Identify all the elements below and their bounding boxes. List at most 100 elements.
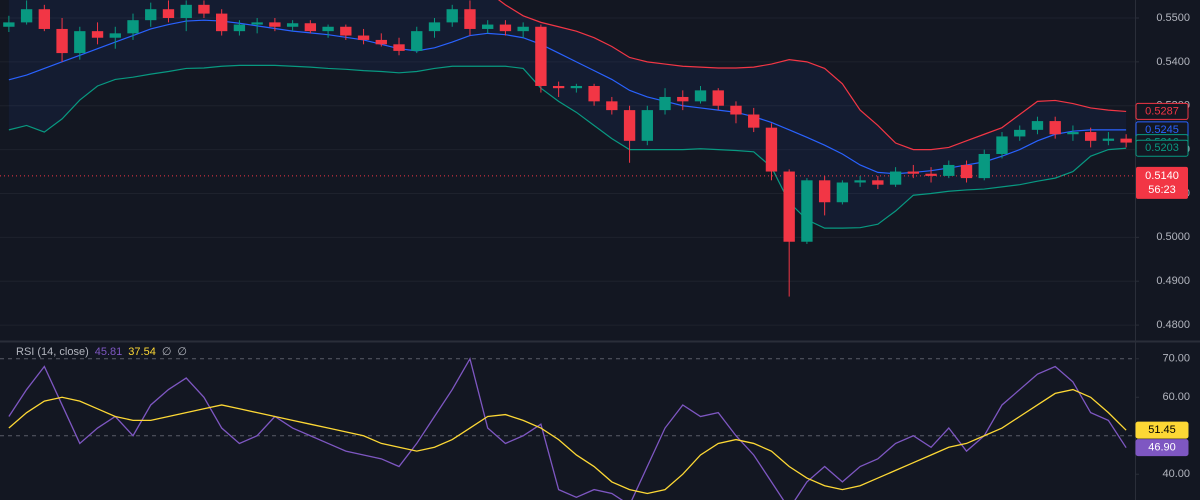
y-tick-label: 0.5400 bbox=[1156, 56, 1190, 68]
candle-body bbox=[482, 24, 494, 29]
candle-body bbox=[375, 39, 387, 45]
candle-body bbox=[464, 9, 476, 29]
candle-body bbox=[907, 171, 919, 174]
candle-body bbox=[517, 26, 529, 32]
rsi-plot bbox=[0, 357, 1135, 500]
candle-body bbox=[570, 85, 583, 89]
candle-body bbox=[765, 127, 778, 172]
candle-body bbox=[322, 26, 334, 32]
candle-body bbox=[127, 20, 139, 34]
candle-body bbox=[677, 96, 689, 102]
candle-body bbox=[730, 105, 742, 115]
candle-body bbox=[943, 164, 955, 176]
candle-body bbox=[56, 28, 68, 54]
candle-body bbox=[38, 9, 51, 29]
rsi-line bbox=[8, 357, 1127, 500]
candle-body bbox=[606, 101, 618, 111]
candle-body bbox=[925, 173, 937, 176]
candle-body bbox=[393, 44, 405, 51]
candle-body bbox=[588, 85, 600, 102]
y-tick-label: 0.4800 bbox=[1156, 319, 1190, 331]
y-tick-label: 40.00 bbox=[1162, 468, 1190, 480]
candle-body bbox=[91, 31, 104, 38]
candle-body bbox=[659, 96, 671, 111]
candle-body bbox=[818, 180, 831, 203]
rsi-header-value: 37.54 bbox=[128, 346, 156, 358]
y-tick-label: 0.5500 bbox=[1156, 12, 1190, 24]
rsi-title: RSI (14, close) bbox=[16, 346, 89, 358]
rsi-tag-label: 51.45 bbox=[1148, 424, 1176, 436]
rsi-header-extra: ∅ bbox=[162, 346, 172, 358]
rsi-tag-box bbox=[1135, 439, 1189, 457]
candle-body bbox=[1084, 132, 1097, 141]
band-fill bbox=[8, 0, 1127, 229]
candle-body bbox=[162, 9, 175, 18]
candle-body bbox=[340, 26, 352, 36]
y-tick-label: 60.00 bbox=[1162, 391, 1190, 403]
candle-body bbox=[889, 171, 902, 185]
candle-body bbox=[269, 22, 281, 27]
candle-body bbox=[145, 9, 157, 21]
candle-body bbox=[1067, 132, 1079, 135]
candle-body bbox=[978, 153, 990, 179]
current-price-label: 0.5140 bbox=[1145, 170, 1179, 182]
candle-body bbox=[623, 110, 636, 141]
rsi-header: RSI (14, close) 45.81 37.54 ∅ ∅ bbox=[16, 346, 187, 358]
candle-body bbox=[836, 182, 849, 203]
rsi-header-extra: ∅ bbox=[177, 346, 187, 358]
y-tick-label: 0.4900 bbox=[1156, 275, 1190, 287]
candle-body bbox=[411, 31, 423, 51]
main-plot bbox=[0, 0, 1135, 326]
y-tick-label: 0.5000 bbox=[1156, 231, 1190, 243]
candle-body bbox=[996, 136, 1008, 154]
band-lower bbox=[8, 64, 1127, 229]
candle-body bbox=[801, 180, 813, 242]
band-upper bbox=[497, 0, 1127, 151]
candle-body bbox=[286, 23, 299, 27]
candle-body bbox=[535, 26, 547, 86]
price-axis: 0.55000.54000.53000.52000.51000.50000.49… bbox=[1135, 12, 1190, 480]
price-tag-label: 0.5203 bbox=[1145, 142, 1179, 154]
candle-body bbox=[694, 90, 707, 102]
rsi-tag-box bbox=[1135, 421, 1189, 439]
y-tick-label: 70.00 bbox=[1162, 353, 1190, 365]
candle-body bbox=[1120, 138, 1132, 143]
candle-body bbox=[304, 23, 317, 32]
candle-body bbox=[1014, 129, 1026, 137]
price-tag-box bbox=[1135, 102, 1189, 120]
candle-body bbox=[960, 164, 973, 179]
current-price-tag bbox=[1136, 166, 1188, 199]
price-tag-box bbox=[1135, 139, 1189, 157]
rsi-header-value: 45.81 bbox=[95, 346, 123, 358]
candle-body bbox=[357, 35, 370, 40]
countdown-label: 56:23 bbox=[1148, 184, 1176, 196]
candle-body bbox=[1049, 121, 1061, 135]
candle-body bbox=[446, 9, 458, 23]
candle-body bbox=[783, 171, 795, 242]
candle-body bbox=[3, 22, 15, 27]
candle-body bbox=[233, 24, 246, 32]
rsi-tag-label: 46.90 bbox=[1148, 442, 1176, 454]
candle-body bbox=[854, 180, 866, 183]
candle-body bbox=[712, 90, 724, 106]
candle-body bbox=[641, 110, 653, 141]
price-tag-label: 0.5287 bbox=[1145, 105, 1179, 117]
candle-body bbox=[499, 24, 512, 32]
candle-body bbox=[198, 4, 210, 14]
candle-body bbox=[74, 31, 86, 54]
candle-body bbox=[180, 4, 192, 18]
rsi-line bbox=[8, 388, 1127, 495]
candle-body bbox=[216, 13, 228, 32]
candle-body bbox=[109, 33, 121, 38]
band-middle bbox=[8, 19, 1127, 175]
candle-body bbox=[552, 85, 565, 89]
candle-body bbox=[428, 22, 441, 32]
candle-body bbox=[872, 180, 884, 185]
candle-body bbox=[1031, 121, 1044, 130]
candle-body bbox=[251, 22, 263, 25]
candle-body bbox=[748, 114, 760, 128]
candle-body bbox=[1102, 138, 1115, 141]
